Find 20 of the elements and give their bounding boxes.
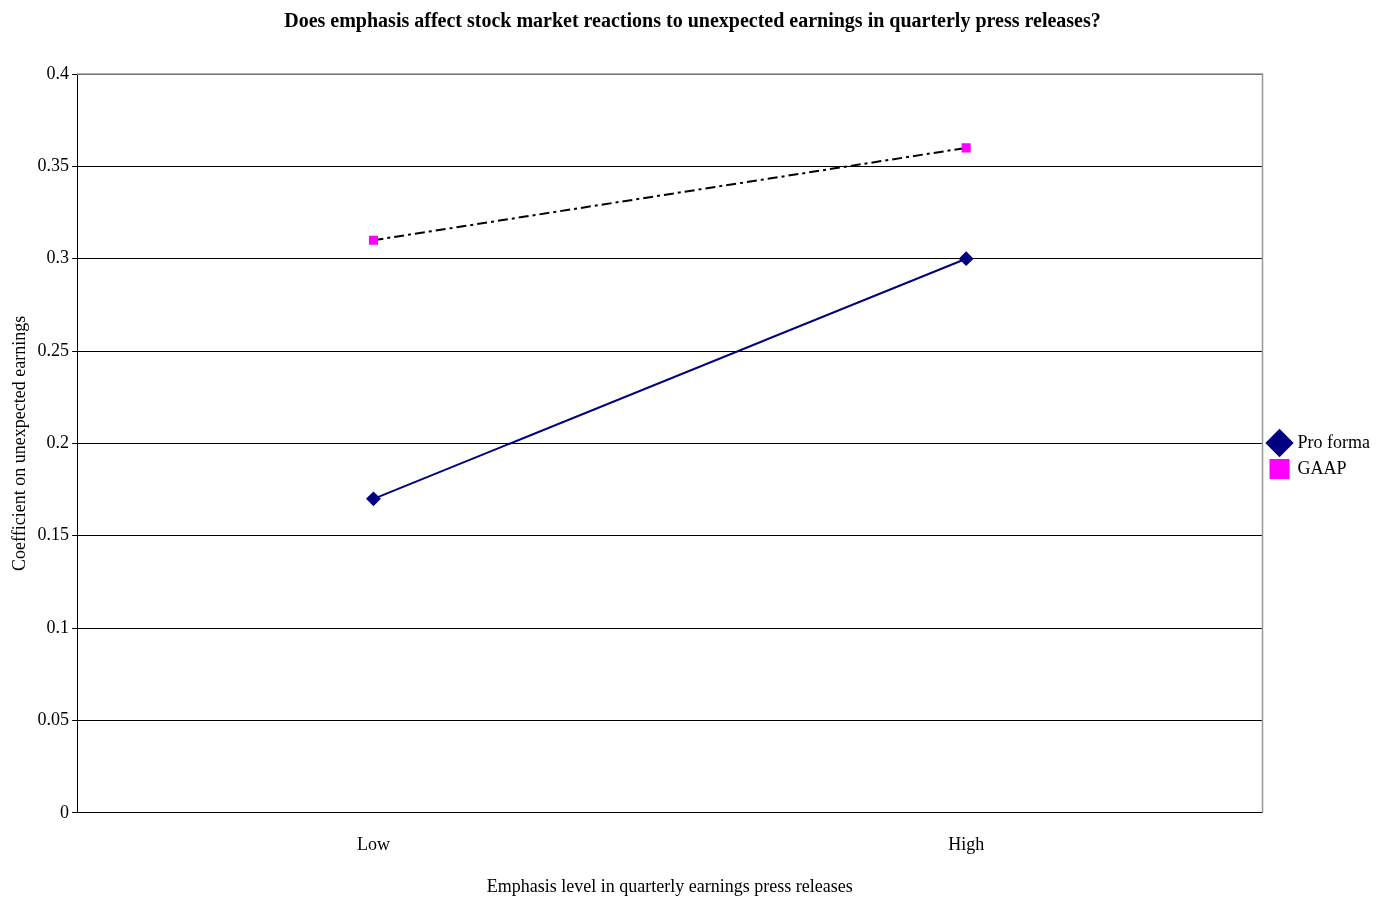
point [368, 235, 378, 245]
y-tick-label: 0.1 [46, 616, 70, 637]
point [961, 143, 971, 153]
point [366, 491, 381, 506]
y-tick-label: 0.35 [37, 155, 70, 176]
legend-label: GAAP [1297, 457, 1347, 478]
y-tick-label: 0.3 [46, 247, 70, 268]
y-axis-title: Coefficient on unexpected earnings [8, 315, 29, 571]
x-axis-title: Emphasis level in quarterly earnings press releases [486, 875, 853, 896]
y-tick-label: 0.15 [37, 524, 70, 545]
y-tick-label: 0.05 [37, 709, 70, 730]
y-tick-label: 0.4 [46, 62, 70, 83]
x-tick-label: Low [356, 834, 390, 855]
y-tick-label: 0.25 [37, 339, 70, 360]
legend-label: Pro forma [1297, 431, 1371, 452]
x-tick-label: High [948, 834, 985, 855]
point [959, 251, 974, 266]
chart-title: Does emphasis affect stock market reactions to unexpected earnings in quarterly press releases? [284, 9, 1101, 33]
y-tick-label: 0 [60, 801, 70, 822]
y-tick-label: 0.2 [46, 432, 70, 453]
